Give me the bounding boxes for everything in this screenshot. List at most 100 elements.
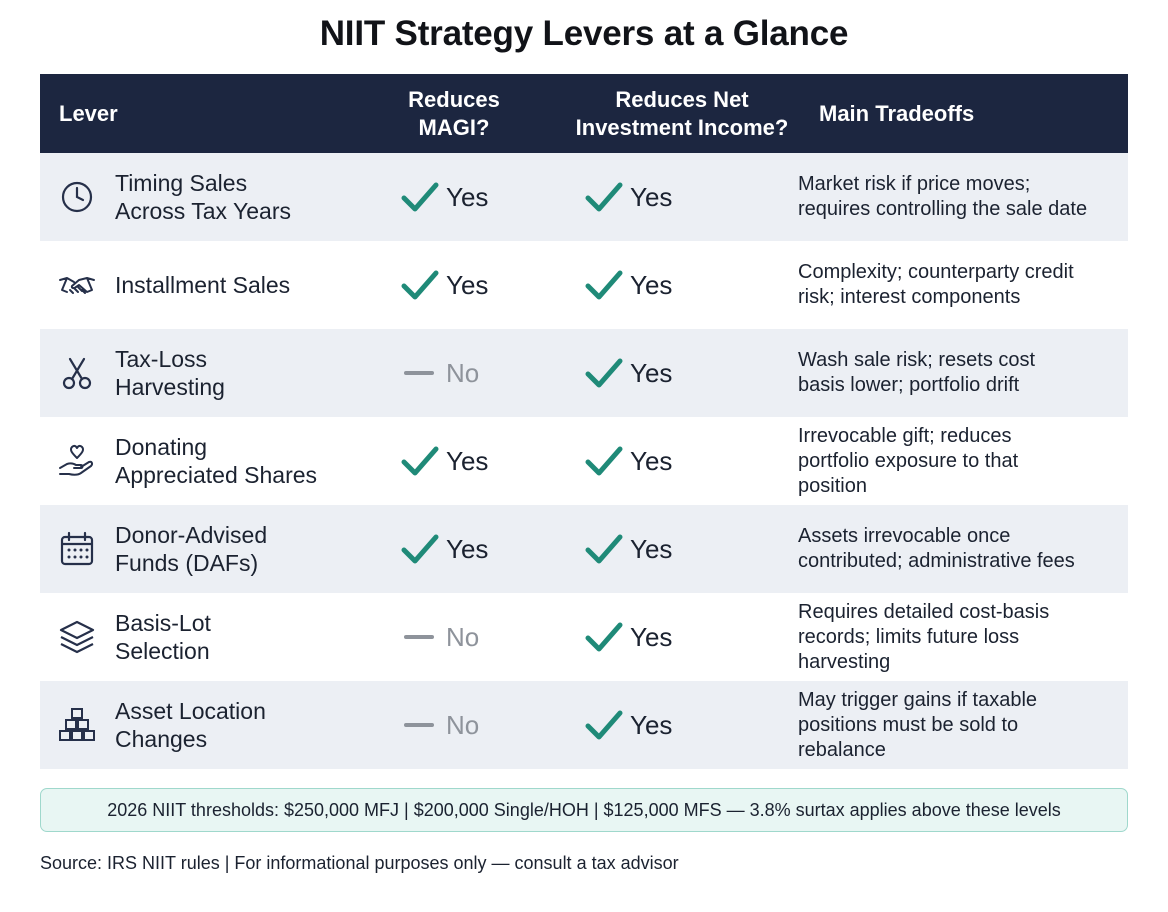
nii-value: Yes [630,533,673,564]
magi-cell: No [370,356,500,390]
lever-line: Tax-Loss [115,346,208,372]
lever-line: Donor-Advised [115,522,268,548]
lever-name: Timing Sales Across Tax Years [115,169,365,225]
magi-indicator: Yes [400,532,500,566]
magi-value: Yes [446,445,489,476]
lever-line: Timing Sales [115,170,248,196]
tradeoffs-cell: Assets irrevocable once contributed; admi… [798,524,1128,574]
table-row: Installment Sales Yes Yes Complexity; count… [40,241,1128,329]
magi-value: No [446,709,480,740]
tradeoff-line: Wash sale risk; resets cost [798,349,1036,371]
lever-cell: Timing Sales Across Tax Years [40,169,370,225]
tradeoff-line: Market risk if price moves; [798,173,1031,195]
nii-cell: Yes [536,444,790,478]
clock-icon [55,175,99,219]
handshake-icon [55,263,99,307]
nii-cell: Yes [536,708,790,742]
tradeoff-line: positions must be sold to [798,713,1019,736]
nii-cell: Yes [536,620,790,654]
tradeoff-line: May trigger gains if taxable [798,688,1038,711]
checkmark-icon [585,534,623,564]
magi-value: Yes [446,533,489,564]
magi-cell: No [370,620,500,654]
nii-indicator: Yes [584,180,790,214]
lever-cell: Installment Sales [40,263,370,307]
magi-value: Yes [446,181,489,212]
lever-name: Installment Sales [115,271,365,299]
lever-name: Asset Location Changes [115,697,365,753]
lever-line: Changes [115,726,208,752]
checkmark-icon [401,182,439,212]
checkmark-icon [585,710,623,740]
nii-cell: Yes [536,532,790,566]
tradeoff-line: records; limits future loss [798,625,1020,648]
nii-cell: Yes [536,180,790,214]
lever-cell: Basis-Lot Selection [40,609,370,665]
magi-indicator: Yes [400,180,500,214]
magi-indicator: No [400,708,500,742]
table-row: Donor-Advised Funds (DAFs) Yes Yes Assets ir… [40,505,1128,593]
table-body: Timing Sales Across Tax Years Yes Yes Market… [40,153,1128,769]
tradeoff-line: harvesting [798,650,891,673]
checkmark-icon [585,446,623,476]
nii-value: Yes [630,709,673,740]
checkmark-icon [401,446,439,476]
nii-indicator: Yes [584,268,790,302]
lever-line: Donating [115,434,208,460]
lever-name: Tax-Loss Harvesting [115,345,365,401]
dash-icon [404,635,434,639]
strategy-table: Lever Reduces MAGI? Reduces Net Investme… [40,74,1128,769]
checkmark-icon [401,270,439,300]
header-magi-line: Reduces [408,86,500,112]
tradeoff-line: basis lower; portfolio drift [798,374,1020,396]
heart-hand-icon [55,439,99,483]
lever-cell: Asset Location Changes [40,697,370,753]
tradeoff-line: risk; interest components [798,286,1021,308]
checkmark-icon [585,182,623,212]
magi-indicator: Yes [400,444,500,478]
magi-cell: Yes [370,532,500,566]
nii-indicator: Yes [584,532,790,566]
magi-cell: Yes [370,444,500,478]
table-header: Lever Reduces MAGI? Reduces Net Investme… [40,74,1128,153]
nii-value: Yes [630,621,673,652]
scissors-icon [55,351,99,395]
header-nii-line: Investment Income? [575,114,789,140]
tradeoffs-cell: Complexity; counterparty credit risk; int… [798,260,1128,310]
lever-line: Harvesting [115,374,225,400]
nii-value: Yes [630,181,673,212]
tradeoffs-cell: Irrevocable gift; reduces portfolio expos… [798,424,1128,499]
threshold-note: 2026 NIIT thresholds: $250,000 MFJ | $20… [40,788,1128,832]
table-row: Timing Sales Across Tax Years Yes Yes Market… [40,153,1128,241]
tradeoff-line: Complexity; counterparty credit [798,261,1074,283]
magi-cell: Yes [370,268,500,302]
nii-indicator: Yes [584,708,790,742]
tradeoff-line: rebalance [798,738,886,761]
nii-indicator: Yes [584,444,790,478]
dash-icon [404,723,434,727]
boxes-icon [55,703,99,747]
tradeoff-line: portfolio exposure to that [798,449,1019,472]
tradeoff-line: Irrevocable gift; reduces [798,424,1012,447]
magi-indicator: No [400,620,500,654]
lever-line: Across Tax Years [115,198,292,224]
table-row: Donating Appreciated Shares Yes Yes Irrevoca… [40,417,1128,505]
tradeoff-line: position [798,474,867,497]
tradeoffs-cell: Market risk if price moves; requires cont… [798,172,1128,222]
page-title: NIIT Strategy Levers at a Glance [319,14,849,53]
lever-line: Funds (DAFs) [115,550,259,576]
nii-cell: Yes [536,268,790,302]
nii-value: Yes [630,445,673,476]
header-lever: Lever [59,100,118,126]
header-magi-line: MAGI? [418,114,490,140]
header-nii-line: Reduces Net [615,86,749,112]
lever-name: Donor-Advised Funds (DAFs) [115,521,365,577]
calendar-icon [55,527,99,571]
header-nii: Reduces Net Investment Income? [555,86,809,142]
dash-icon [404,371,434,375]
tradeoff-line: contributed; administrative fees [798,550,1075,572]
checkmark-icon [585,622,623,652]
nii-indicator: Yes [584,356,790,390]
nii-value: Yes [630,357,673,388]
lever-name: Basis-Lot Selection [115,609,365,665]
